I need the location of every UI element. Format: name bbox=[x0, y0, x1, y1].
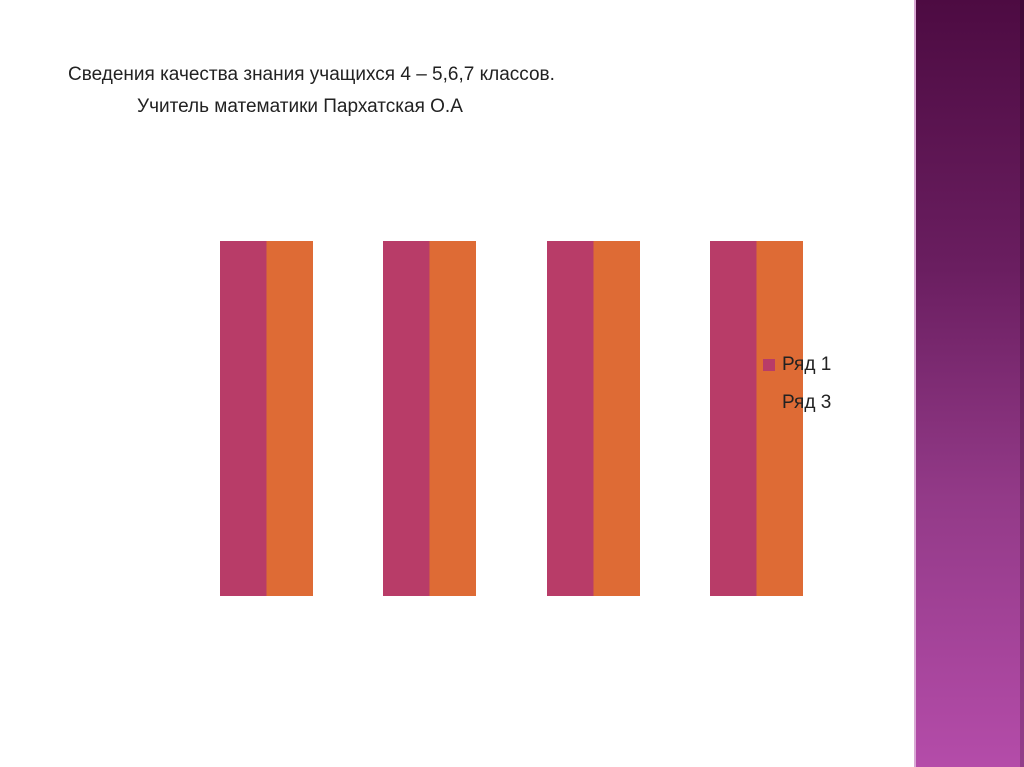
bar-series-1-group-2 bbox=[383, 241, 430, 596]
bar-series-2-group-2 bbox=[429, 241, 476, 596]
legend-swatch-series-3 bbox=[763, 397, 775, 409]
legend-label-series-3: Ряд 3 bbox=[782, 392, 832, 413]
legend-swatch-series-1 bbox=[763, 359, 775, 371]
bar-series-2-group-3 bbox=[593, 241, 640, 596]
decorative-side-panel bbox=[914, 0, 1024, 767]
bar-series-2-group-4 bbox=[756, 241, 803, 596]
legend-label-series-1: Ряд 1 bbox=[782, 354, 832, 375]
bar-series-2-group-1 bbox=[266, 241, 313, 596]
title-line-1: Сведения качества знания учащихся 4 – 5,… bbox=[68, 64, 555, 85]
bar-series-1-group-4 bbox=[710, 241, 757, 596]
title-line-2: Учитель математики Пархатская О.А bbox=[137, 96, 463, 117]
bar-series-1-group-3 bbox=[547, 241, 594, 596]
bar-chart bbox=[220, 241, 803, 596]
bar-series-1-group-1 bbox=[220, 241, 267, 596]
